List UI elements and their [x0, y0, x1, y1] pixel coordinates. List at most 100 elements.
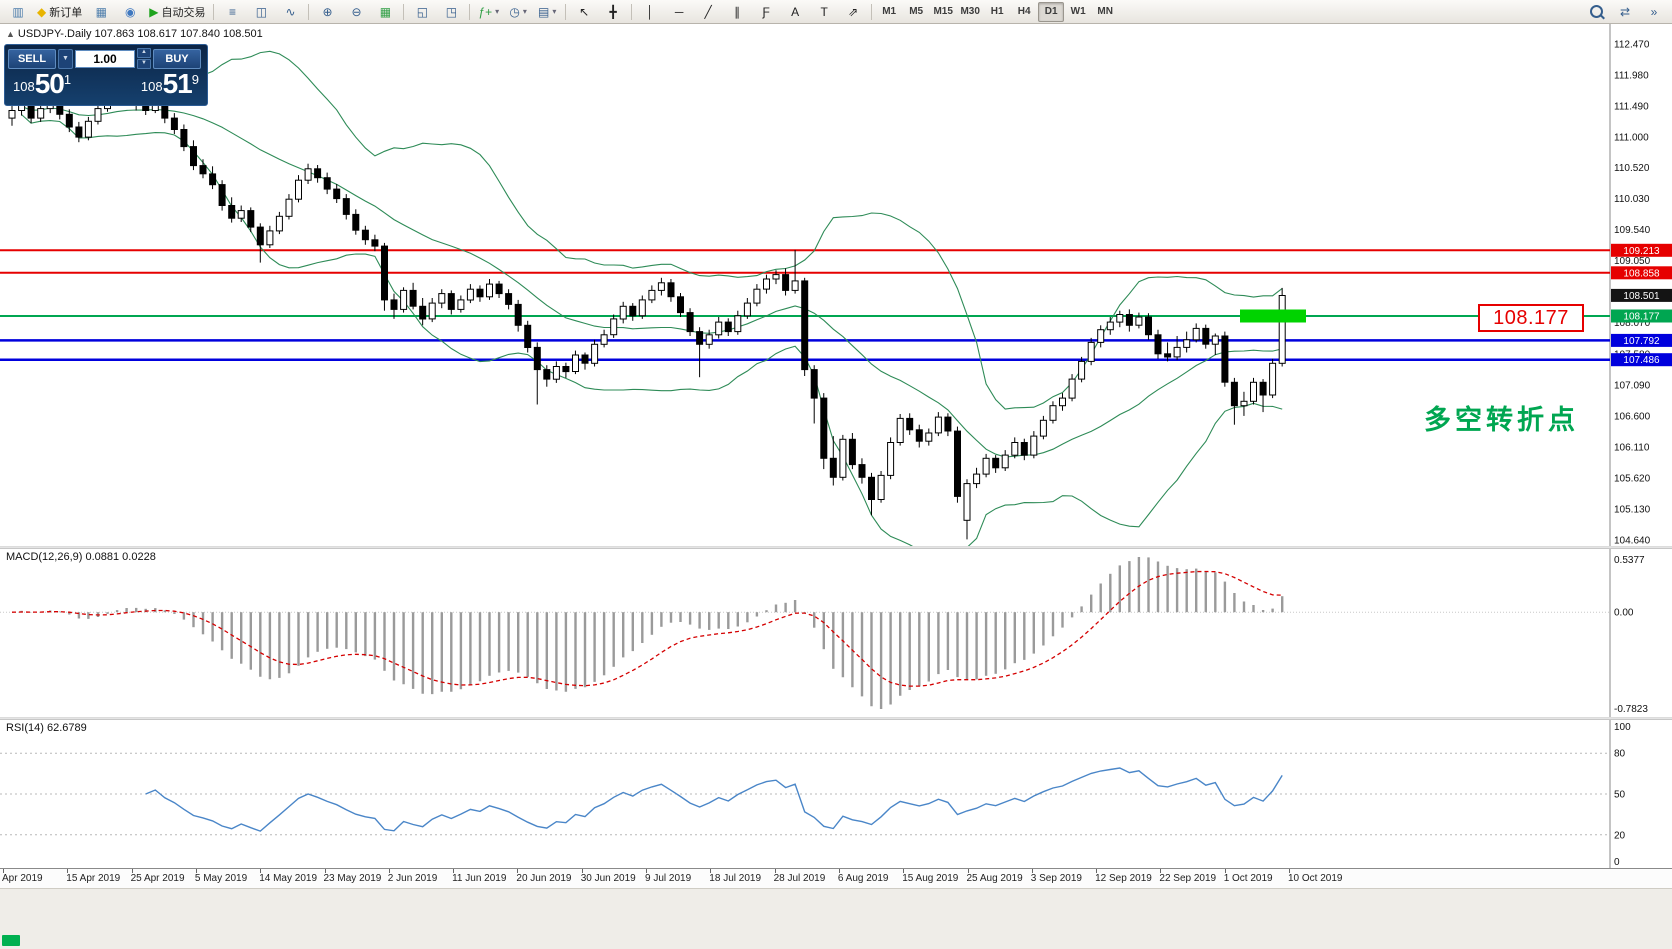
- tile-windows-icon: ◱: [416, 4, 429, 19]
- channel-button[interactable]: ∥: [723, 1, 751, 23]
- text-label-button[interactable]: T: [810, 1, 838, 23]
- timeframe-m15-button[interactable]: M15: [933, 6, 953, 17]
- volume-up-button[interactable]: ▲: [137, 48, 151, 58]
- cascade-windows-icon: ◳: [445, 4, 458, 19]
- zoom-out-button[interactable]: ⊖: [342, 1, 370, 23]
- green-highlight-rect[interactable]: [1240, 309, 1306, 323]
- svg-text:0.00: 0.00: [1614, 608, 1634, 619]
- price-chart-canvas[interactable]: 112.470 111.980 111.490 111.000 110.520 110.0…: [0, 24, 1672, 546]
- date-tick: [710, 869, 712, 873]
- timeframe-w1-button[interactable]: W1: [1070, 6, 1086, 17]
- timeframe-mn-button[interactable]: MN: [1097, 6, 1113, 17]
- vertical-line-button[interactable]: │: [636, 1, 664, 23]
- macd-label: MACD(12,26,9) 0.0881 0.0228: [6, 551, 156, 563]
- timeframe-h1-button[interactable]: H1: [990, 6, 1004, 17]
- cursor-icon: ↖: [579, 4, 590, 19]
- line-chart-type-icon: ∿: [285, 4, 296, 19]
- cascade-windows-button[interactable]: ◳: [437, 1, 465, 23]
- price-axis[interactable]: 112.470 111.980 111.490 111.000 110.520 110.0…: [1609, 24, 1651, 546]
- symbol-caret-icon: ▲: [6, 29, 15, 39]
- volume-input[interactable]: [75, 49, 135, 68]
- templates-icon: ▤: [537, 4, 550, 19]
- line-chart-type-button[interactable]: ∿: [276, 1, 304, 23]
- price-tags-layer: 109.213 108.858 108.177 107.792 107.486 108.5…: [1611, 243, 1672, 366]
- arrows-button[interactable]: ⇗: [839, 1, 867, 23]
- date-tick: [967, 869, 969, 873]
- date-label: 25 Aug 2019: [966, 873, 1023, 884]
- tile-windows-button[interactable]: ◱: [408, 1, 436, 23]
- svg-text:105.130: 105.130: [1614, 504, 1651, 515]
- timeframe-m5-button[interactable]: M5: [909, 6, 924, 17]
- date-label: 18 Jul 2019: [709, 873, 762, 884]
- date-tick: [453, 869, 455, 873]
- charts-window-icon[interactable]: ▦: [87, 1, 115, 23]
- vertical-line-icon: │: [646, 4, 654, 19]
- date-label: 15 Apr 2019: [66, 873, 121, 884]
- rsi-canvas[interactable]: 100 80 50 20 0: [0, 720, 1672, 868]
- timeframe-m1-button[interactable]: M1: [882, 6, 897, 17]
- autotrading-button[interactable]: ▶ 自动交易: [145, 1, 209, 23]
- chart-shift-button[interactable]: ⇄: [1611, 1, 1639, 23]
- rsi-line: [145, 767, 1283, 832]
- templates-button[interactable]: ▤ ▾: [533, 1, 561, 23]
- date-label: 9 Jul 2019: [645, 873, 692, 884]
- bar-chart-type-button[interactable]: ≡: [218, 1, 246, 23]
- text-button[interactable]: A: [781, 1, 809, 23]
- ask-price: 108 51 9: [140, 68, 199, 99]
- horizontal-line-button[interactable]: ─: [665, 1, 693, 23]
- date-label: 10 Oct 2019: [1288, 873, 1343, 884]
- fibonacci-button[interactable]: Ƒ: [752, 1, 780, 23]
- svg-text:0.5377: 0.5377: [1614, 555, 1645, 566]
- toolbar-separator: [631, 3, 633, 20]
- volume-down-button[interactable]: ▼: [137, 59, 151, 69]
- date-axis[interactable]: Apr 2019 15 Apr 2019 25 Apr 2019 5 May 2019…: [0, 868, 1672, 888]
- panel-splitter[interactable]: [0, 717, 1672, 720]
- date-tick: [131, 869, 133, 873]
- date-label: 3 Sep 2019: [1030, 873, 1082, 884]
- new-chart-button[interactable]: ▥: [4, 1, 32, 23]
- svg-text:50: 50: [1614, 790, 1626, 801]
- volume-dropdown-button[interactable]: ▼: [58, 48, 73, 69]
- community-icon[interactable]: ◉: [116, 1, 144, 23]
- crosshair-button[interactable]: ╋: [599, 1, 627, 23]
- dropdown-caret-icon: ▾: [495, 7, 500, 16]
- overflow-button[interactable]: »: [1640, 1, 1668, 23]
- zoom-out-icon: ⊖: [351, 4, 362, 19]
- rsi-panel[interactable]: 100 80 50 20 0 RSI(14) 62.6789: [0, 720, 1672, 868]
- svg-text:108.858: 108.858: [1623, 268, 1660, 279]
- sell-button[interactable]: SELL: [8, 48, 56, 69]
- macd-canvas[interactable]: 0.5377 0.00 -0.7823: [0, 549, 1672, 717]
- date-label: 6 Aug 2019: [837, 873, 889, 884]
- rsi-label: RSI(14) 62.6789: [6, 722, 87, 734]
- new-order-button[interactable]: ◆ 新订单: [33, 1, 86, 23]
- periods-button[interactable]: ◷ ▾: [504, 1, 532, 23]
- candlestick-chart-type-button[interactable]: ◫: [247, 1, 275, 23]
- turning-point-note[interactable]: 多空转折点: [1424, 405, 1579, 435]
- grid-button[interactable]: ▦: [371, 1, 399, 23]
- svg-text:112.470: 112.470: [1614, 40, 1650, 51]
- community-icon-icon: ◉: [124, 4, 136, 19]
- timeframe-m30-button[interactable]: M30: [960, 6, 980, 17]
- macd-signal-line: [11, 570, 1283, 687]
- date-tick: [1224, 869, 1226, 873]
- price-annotation-box[interactable]: 108.177: [1478, 304, 1584, 332]
- indicators-button[interactable]: ƒ+ ▾: [474, 1, 503, 23]
- date-tick: [324, 869, 326, 873]
- zoom-in-button[interactable]: ⊕: [313, 1, 341, 23]
- main-chart-panel[interactable]: 112.470 111.980 111.490 111.000 110.520 110.0…: [0, 24, 1672, 546]
- timeframe-h4-button[interactable]: H4: [1017, 6, 1031, 17]
- buy-button[interactable]: BUY: [153, 48, 201, 69]
- date-label: 20 Jun 2019: [516, 873, 572, 884]
- trendline-icon: ╱: [704, 4, 712, 19]
- panel-splitter[interactable]: [0, 546, 1672, 549]
- trendline-button[interactable]: ╱: [694, 1, 722, 23]
- svg-text:106.600: 106.600: [1614, 411, 1651, 422]
- macd-panel[interactable]: 0.5377 0.00 -0.7823 MACD(12,26,9) 0.0881 0…: [0, 549, 1672, 717]
- toolbar-separator: [469, 3, 471, 20]
- indicators-icon: ƒ+: [478, 4, 493, 19]
- channel-icon: ∥: [734, 4, 741, 19]
- bid-price: 108 50 1: [13, 68, 72, 99]
- cursor-button[interactable]: ↖: [570, 1, 598, 23]
- search-button[interactable]: [1582, 1, 1610, 23]
- timeframe-d1-button[interactable]: D1: [1038, 1, 1065, 22]
